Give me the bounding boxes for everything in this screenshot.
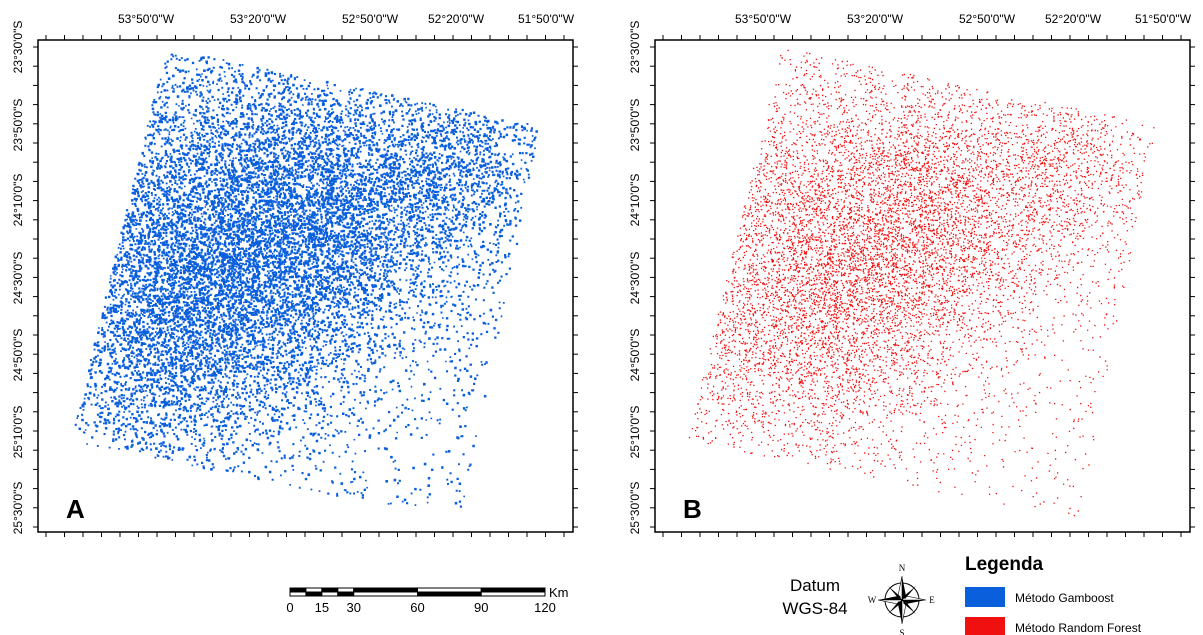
- latitude-label: 24°50'0"S: [11, 329, 25, 382]
- latitude-label: 24°30'0"S: [11, 252, 25, 305]
- latitude-label: 23°30'0"S: [628, 21, 642, 74]
- compass-point: [903, 601, 916, 614]
- classified-raster: [74, 53, 538, 508]
- legend-title: Legenda: [965, 554, 1044, 575]
- longitude-label: 53°50'0"W: [735, 12, 792, 26]
- panel-label: A: [66, 494, 85, 524]
- compass-e: E: [929, 595, 935, 605]
- scale-segment: [337, 591, 355, 597]
- compass-point: [902, 600, 926, 604]
- longitude-label: 52°20'0"W: [428, 12, 485, 26]
- latitude-label: 24°10'0"S: [628, 174, 642, 227]
- compass-point: [878, 596, 902, 600]
- classified-raster: [688, 49, 1155, 517]
- legend-label: Método Random Forest: [1015, 621, 1142, 635]
- compass-point: [902, 576, 906, 600]
- datum-title: Datum: [790, 576, 840, 595]
- latitude-label: 25°10'0"S: [628, 406, 642, 459]
- scale-segment: [289, 587, 307, 593]
- legend-label: Método Gamboost: [1015, 591, 1114, 605]
- compass-s: S: [899, 628, 904, 635]
- legend-swatch: [965, 617, 1005, 635]
- scale-label: 15: [315, 600, 329, 615]
- longitude-label: 53°20'0"W: [230, 12, 287, 26]
- scale-label: 60: [410, 600, 424, 615]
- scale-segment: [337, 587, 355, 593]
- longitude-label: 53°20'0"W: [847, 12, 904, 26]
- longitude-label: 52°50'0"W: [959, 12, 1016, 26]
- latitude-label: 24°50'0"S: [628, 329, 642, 382]
- map-frame: [654, 39, 1191, 533]
- scale-label: 90: [474, 600, 488, 615]
- scale-segment: [417, 591, 482, 597]
- panel-label: B: [683, 494, 702, 524]
- latitude-label: 23°30'0"S: [11, 21, 25, 74]
- scale-label: 0: [286, 600, 293, 615]
- compass: N S E W: [868, 563, 936, 635]
- scale-segment: [305, 591, 323, 597]
- latitude-label: 24°30'0"S: [628, 252, 642, 305]
- longitude-label: 52°20'0"W: [1045, 12, 1102, 26]
- latitude-label: 25°30'0"S: [11, 482, 25, 535]
- scale-segment: [353, 591, 418, 597]
- compass-n: N: [899, 563, 906, 573]
- scale-segment: [480, 587, 546, 593]
- scale-segment: [289, 591, 307, 597]
- latitude-label: 25°10'0"S: [11, 406, 25, 459]
- compass-point: [888, 586, 901, 599]
- datum-value: WGS-84: [782, 599, 847, 618]
- scale-segment: [321, 587, 339, 593]
- longitude-label: 52°50'0"W: [342, 12, 399, 26]
- legend-swatch: [965, 587, 1005, 607]
- latitude-label: 24°10'0"S: [11, 174, 25, 227]
- latitude-label: 23°50'0"S: [11, 99, 25, 152]
- scale-segment: [480, 591, 546, 597]
- scale-label: 30: [347, 600, 361, 615]
- compass-point: [898, 600, 902, 624]
- scale-label: 120: [534, 600, 556, 615]
- longitude-label: 51°50'0"W: [1135, 12, 1192, 26]
- latitude-label: 23°50'0"S: [628, 99, 642, 152]
- longitude-label: 53°50'0"W: [118, 12, 175, 26]
- compass-point: [888, 601, 901, 614]
- compass-w: W: [868, 595, 877, 605]
- longitude-label: 51°50'0"W: [518, 12, 575, 26]
- scale-segment: [353, 587, 418, 593]
- scale-unit: Km: [549, 585, 569, 600]
- scale-segment: [321, 591, 339, 597]
- scale-segment: [417, 587, 482, 593]
- latitude-label: 25°30'0"S: [628, 482, 642, 535]
- scale-segment: [305, 587, 323, 593]
- compass-point: [903, 586, 916, 599]
